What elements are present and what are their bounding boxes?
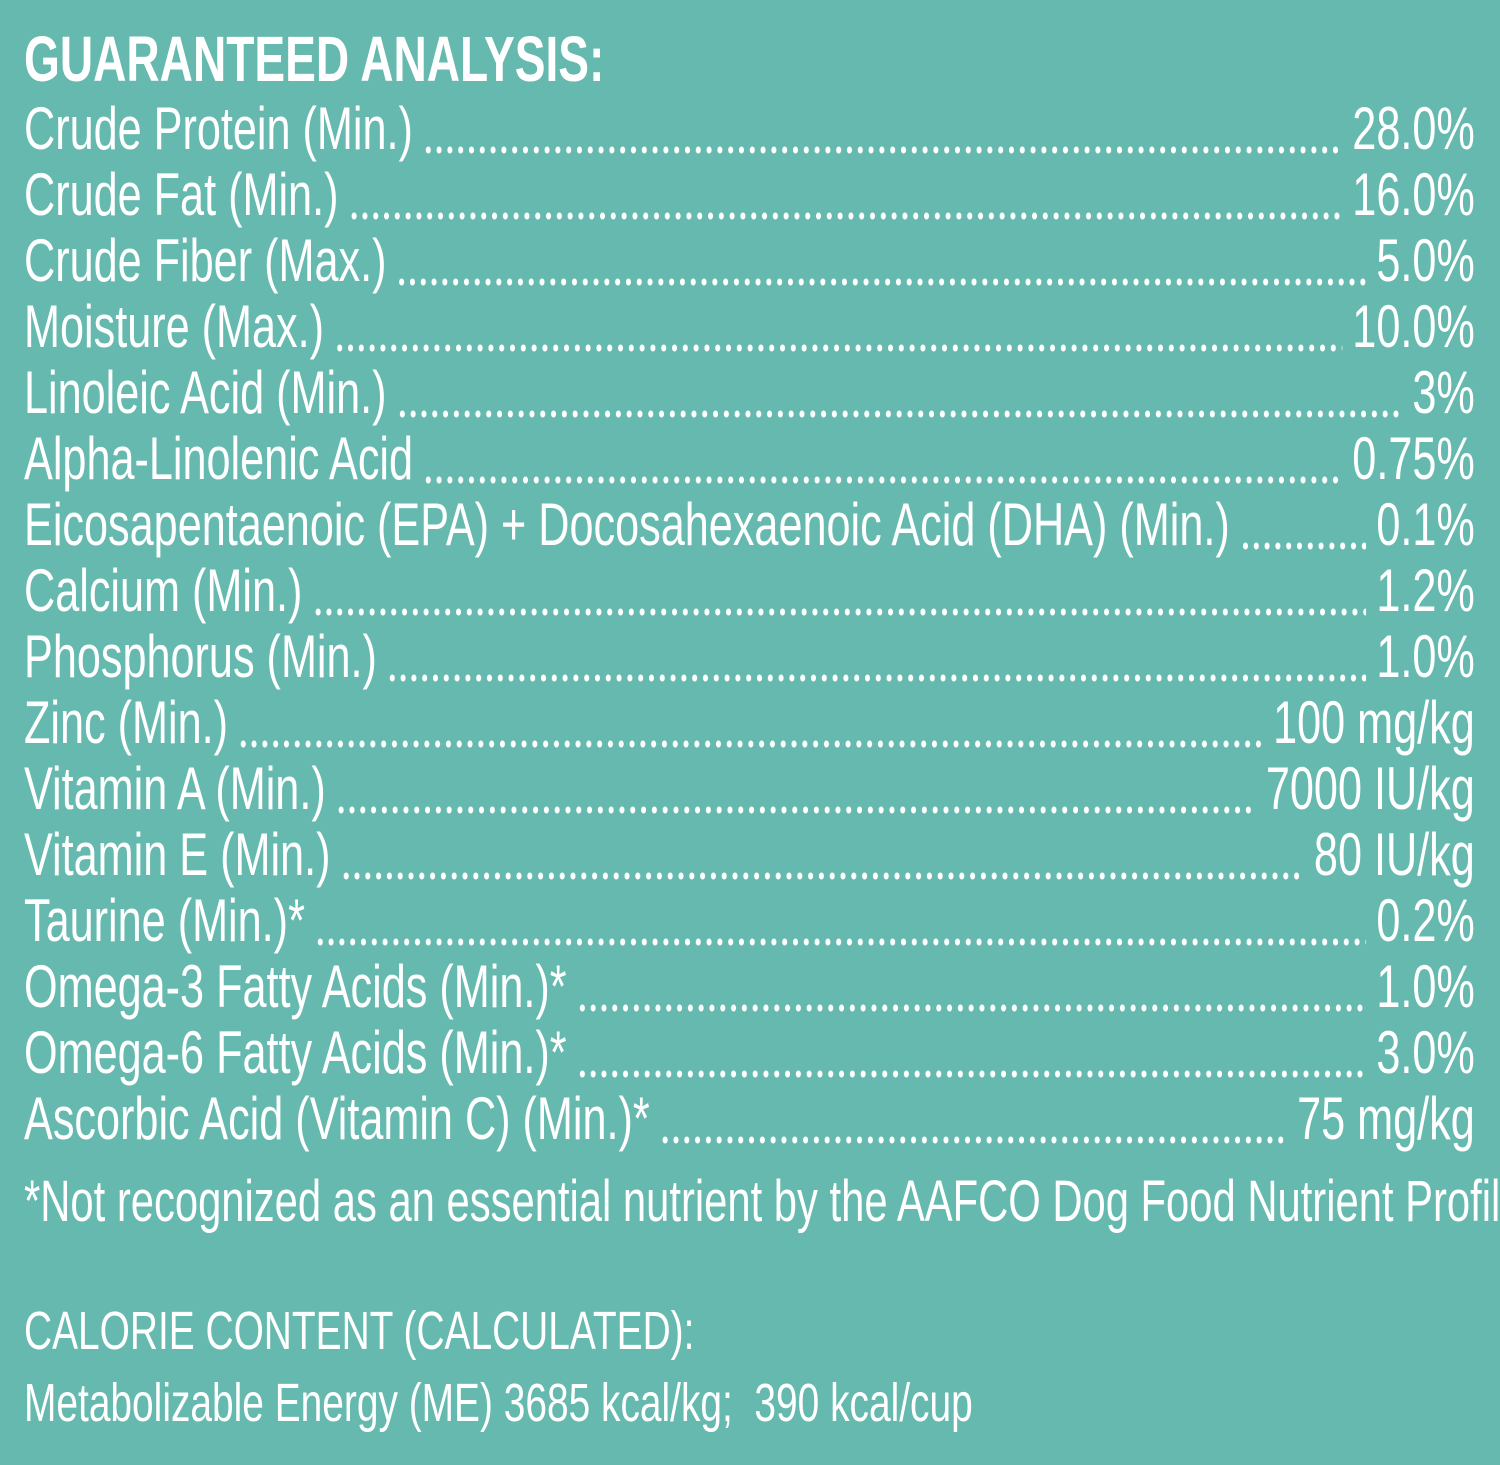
nutrient-value: 28.0% <box>1352 95 1475 162</box>
nutrient-label: Moisture (Max.) <box>24 293 325 360</box>
nutrient-label: Zinc (Min.) <box>24 689 229 756</box>
nutrient-label: Vitamin E (Min.) <box>24 821 331 888</box>
analysis-row: Taurine (Min.)* 0.2% <box>24 888 1475 954</box>
analysis-row: Omega-3 Fatty Acids (Min.)* 1.0% <box>24 954 1475 1020</box>
nutrient-value: 75 mg/kg <box>1297 1085 1475 1152</box>
dot-leader <box>1239 492 1367 558</box>
dot-leader <box>238 690 1263 756</box>
nutrient-value: 0.1% <box>1376 491 1475 558</box>
dot-leader <box>314 888 1367 954</box>
analysis-row: Ascorbic Acid (Vitamin C) (Min.)* 75 mg/k… <box>24 1086 1475 1152</box>
calorie-text: Metabolizable Energy (ME) 3685 kcal/kg; … <box>24 1373 973 1433</box>
nutrient-value: 1.0% <box>1376 953 1475 1020</box>
dot-leader <box>334 294 1343 360</box>
dot-leader <box>423 426 1343 492</box>
dot-leader <box>348 162 1343 228</box>
dot-leader <box>396 360 1403 426</box>
nutrient-label: Taurine (Min.)* <box>24 887 305 954</box>
analysis-row: Moisture (Max.) 10.0% <box>24 294 1475 360</box>
nutrient-value: 3.0% <box>1376 1019 1475 1086</box>
nutrient-value: 16.0% <box>1352 161 1475 228</box>
nutrient-value: 10.0% <box>1352 293 1475 360</box>
nutrient-value: 1.2% <box>1376 557 1475 624</box>
analysis-row: Zinc (Min.) 100 mg/kg <box>24 690 1475 756</box>
title: GUARANTEED ANALYSIS: <box>24 23 605 95</box>
nutrient-label: Alpha-Linolenic Acid <box>24 425 414 492</box>
nutrient-label: Ascorbic Acid (Vitamin C) (Min.)* <box>24 1085 650 1152</box>
nutrient-value: 0.2% <box>1376 887 1475 954</box>
dot-leader <box>576 954 1367 1020</box>
nutrient-value: 7000 IU/kg <box>1265 755 1475 822</box>
analysis-row: Crude Fiber (Max.) 5.0% <box>24 228 1475 294</box>
analysis-row: Phosphorus (Min.) 1.0% <box>24 624 1475 690</box>
nutrient-value: 100 mg/kg <box>1273 689 1475 756</box>
analysis-row: Vitamin A (Min.) 7000 IU/kg <box>24 756 1475 822</box>
analysis-row: Eicosapentaenoic (EPA) + Docosahexaenoic… <box>24 492 1475 558</box>
analysis-row: Crude Fat (Min.) 16.0% <box>24 162 1475 228</box>
dot-leader <box>335 756 1256 822</box>
nutrient-label: Eicosapentaenoic (EPA) + Docosahexaenoic… <box>24 491 1230 558</box>
nutrient-label: Crude Fat (Min.) <box>24 161 339 228</box>
analysis-row: Crude Protein (Min.) 28.0% <box>24 96 1475 162</box>
analysis-row: Calcium (Min.) 1.2% <box>24 558 1475 624</box>
analysis-row: Alpha-Linolenic Acid 0.75% <box>24 426 1475 492</box>
nutrient-label: Omega-3 Fatty Acids (Min.)* <box>24 953 567 1020</box>
nutrient-value: 3% <box>1412 359 1475 426</box>
nutrient-label: Linoleic Acid (Min.) <box>24 359 387 426</box>
dot-leader <box>312 558 1367 624</box>
calorie-title: CALORIE CONTENT (CALCULATED): <box>24 1301 695 1361</box>
nutrient-value: 80 IU/kg <box>1313 821 1475 888</box>
nutrient-value: 0.75% <box>1352 425 1475 492</box>
dot-leader <box>340 822 1304 888</box>
analysis-row: Linoleic Acid (Min.) 3% <box>24 360 1475 426</box>
nutrient-label: Crude Protein (Min.) <box>24 95 413 162</box>
nutrient-value: 5.0% <box>1376 227 1475 294</box>
dot-leader <box>659 1086 1288 1152</box>
dot-leader <box>387 624 1367 690</box>
analysis-row: Omega-6 Fatty Acids (Min.)* 3.0% <box>24 1020 1475 1086</box>
analysis-list: Crude Protein (Min.) 28.0% Crude Fat (Min.… <box>24 96 1475 1152</box>
dot-leader <box>576 1020 1367 1086</box>
nutrient-label: Omega-6 Fatty Acids (Min.)* <box>24 1019 567 1086</box>
nutrient-value: 1.0% <box>1376 623 1475 690</box>
nutrient-label: Vitamin A (Min.) <box>24 755 326 822</box>
dot-leader <box>396 228 1367 294</box>
nutrient-label: Crude Fiber (Max.) <box>24 227 387 294</box>
nutrient-label: Phosphorus (Min.) <box>24 623 377 690</box>
analysis-row: Vitamin E (Min.) 80 IU/kg <box>24 822 1475 888</box>
nutrient-label: Calcium (Min.) <box>24 557 303 624</box>
dot-leader <box>423 96 1343 162</box>
footnote: *Not recognized as an essential nutrient… <box>24 1169 1500 1234</box>
